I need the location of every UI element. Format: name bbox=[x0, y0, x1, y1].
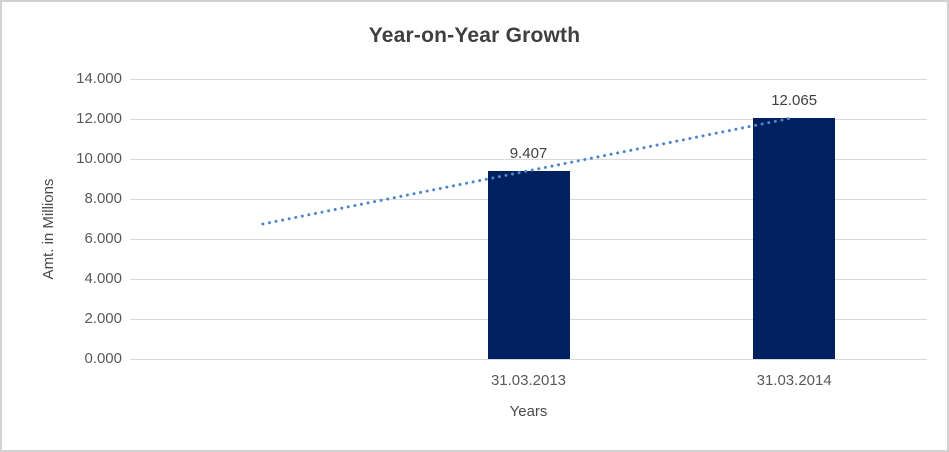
y-tick-label: 10.000 bbox=[76, 150, 122, 167]
gridline bbox=[130, 359, 927, 360]
data-label: 12.065 bbox=[771, 91, 818, 109]
plot-area: 9.407 12.065 bbox=[130, 79, 927, 360]
data-label: 9.407 bbox=[509, 144, 548, 162]
x-tick-label: 31.03.2014 bbox=[756, 372, 832, 389]
bar-31.03.2014 bbox=[753, 117, 836, 359]
y-tick-label: 2.000 bbox=[84, 310, 122, 327]
x-axis-title: Years bbox=[509, 403, 548, 420]
y-tick-label: 0.000 bbox=[84, 350, 122, 367]
chart-title: Year-on-Year Growth bbox=[368, 24, 581, 47]
gridline bbox=[130, 159, 927, 160]
trendline bbox=[261, 116, 796, 226]
y-tick-label: 6.000 bbox=[84, 230, 122, 247]
gridline bbox=[130, 79, 927, 80]
gridline bbox=[130, 119, 927, 120]
x-tick-label: 31.03.2013 bbox=[490, 372, 567, 389]
bar-31.03.2013 bbox=[487, 170, 570, 359]
y-tick-label: 12.000 bbox=[76, 110, 122, 127]
y-tick-label: 8.000 bbox=[84, 190, 122, 207]
y-tick-label: 4.000 bbox=[84, 270, 122, 287]
y-tick-label: 14.000 bbox=[76, 70, 122, 87]
